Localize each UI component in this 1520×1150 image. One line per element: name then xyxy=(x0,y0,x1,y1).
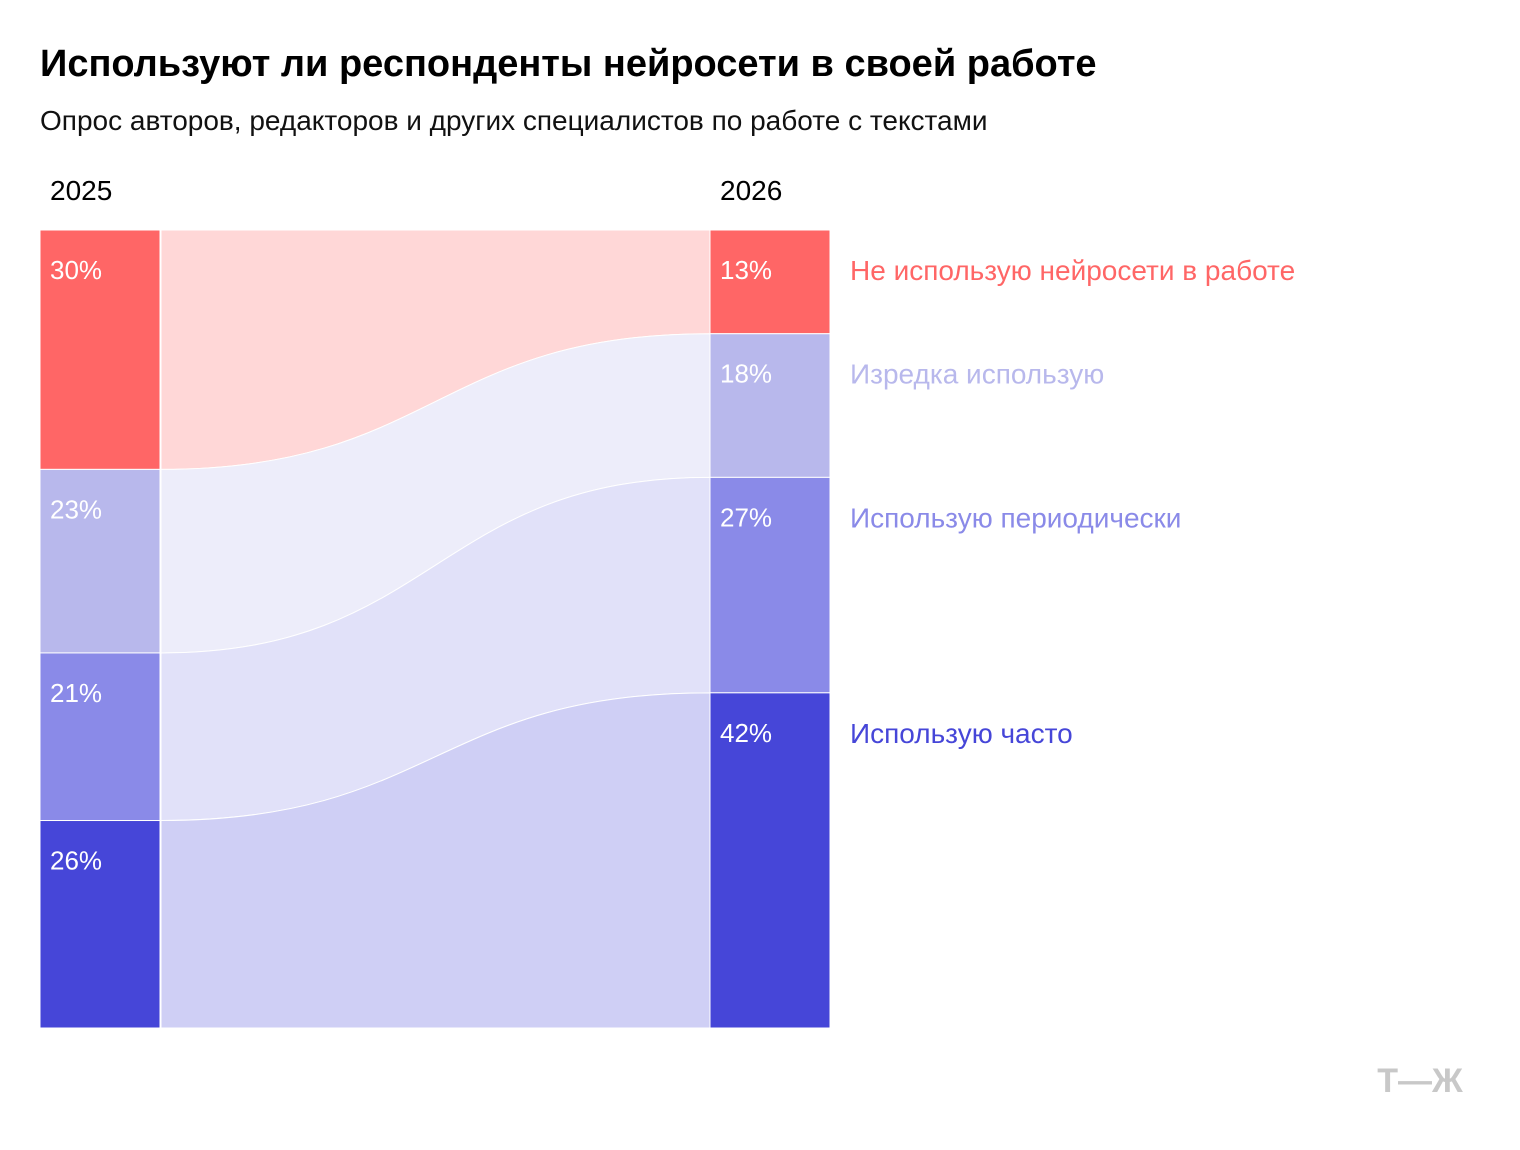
value-label: 27% xyxy=(720,502,772,532)
segment xyxy=(709,692,831,1029)
segment xyxy=(39,820,161,1029)
segment xyxy=(39,468,161,654)
value-label: 26% xyxy=(50,846,102,876)
segment xyxy=(709,476,831,694)
chart-subtitle: Опрос авторов, редакторов и других специ… xyxy=(40,105,988,136)
logo: Т—Ж xyxy=(1377,1062,1463,1100)
segment xyxy=(709,333,831,478)
column-label: 2025 xyxy=(50,175,112,206)
value-label: 13% xyxy=(720,255,772,285)
segment xyxy=(39,652,161,822)
column-label: 2026 xyxy=(720,175,782,206)
value-label: 30% xyxy=(50,255,102,285)
legend-label: Не использую нейросети в работе xyxy=(850,255,1295,286)
legend-label: Изредка использую xyxy=(850,359,1104,390)
value-label: 21% xyxy=(50,678,102,708)
value-label: 42% xyxy=(720,718,772,748)
chart-title: Используют ли респонденты нейросети в св… xyxy=(40,43,1097,85)
legend-label: Использую периодически xyxy=(850,502,1181,533)
value-label: 23% xyxy=(50,494,102,524)
segment xyxy=(39,229,161,470)
legend-label: Использую часто xyxy=(850,718,1073,749)
value-label: 18% xyxy=(720,359,772,389)
